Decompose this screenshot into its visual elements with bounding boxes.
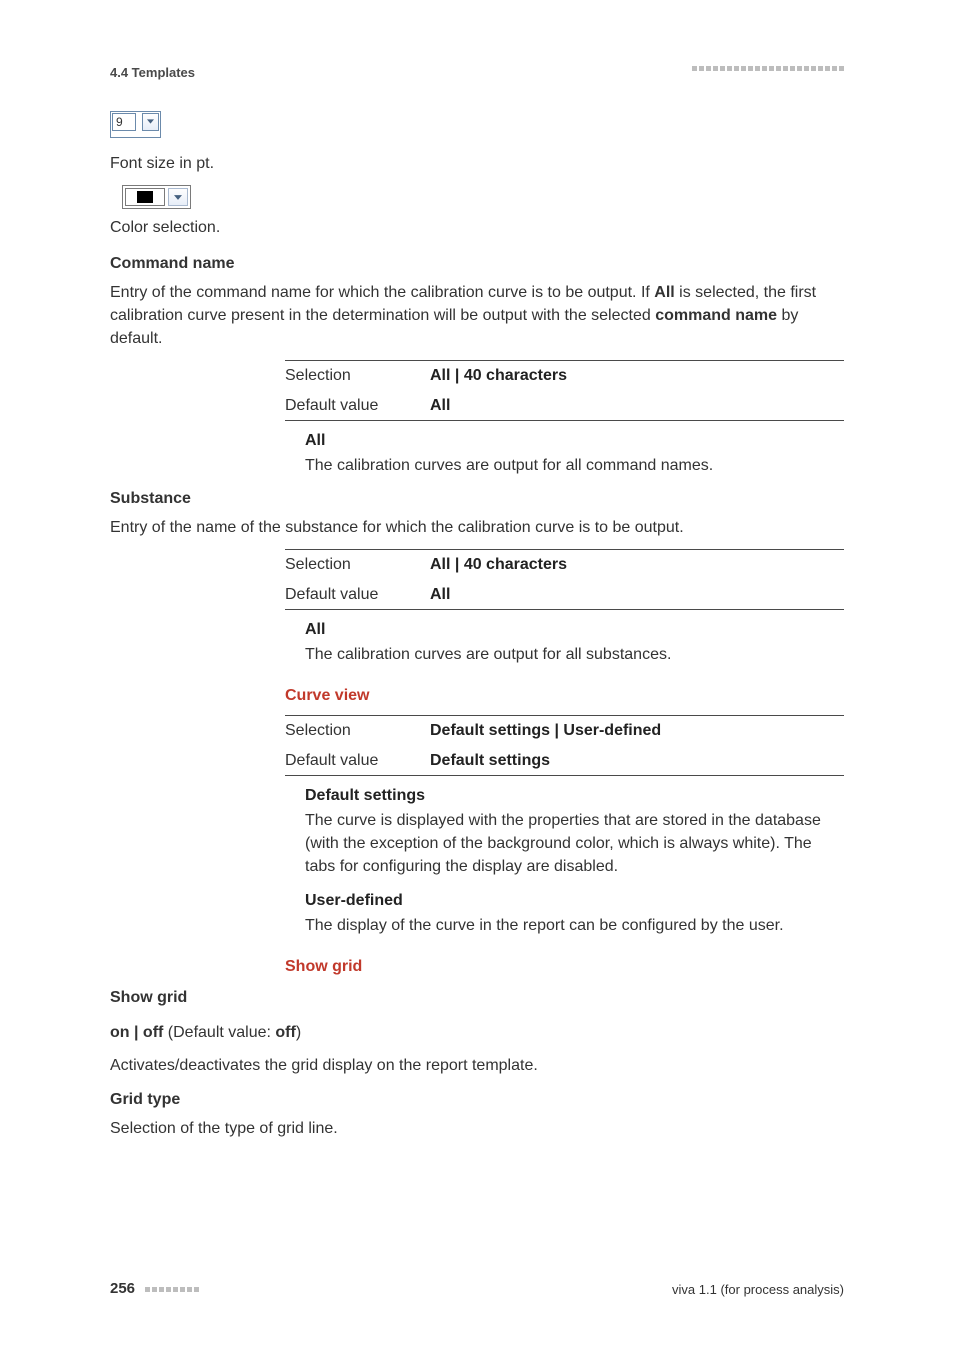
show-grid-heading: Show grid	[110, 986, 285, 1009]
grid-type-description: Selection of the type of grid line.	[110, 1117, 844, 1140]
header-section-title: 4.4 Templates	[110, 65, 195, 80]
substance-heading: Substance	[110, 487, 285, 510]
sub-term: User-defined	[305, 889, 844, 912]
show-grid-description: Activates/deactivates the grid display o…	[110, 1054, 844, 1077]
font-size-selector[interactable]	[110, 111, 161, 138]
substance-section: Substance	[110, 487, 844, 510]
text-bold: on | off	[110, 1024, 163, 1041]
sub-term: All	[305, 618, 844, 641]
grid-type-field: Grid type	[110, 1088, 844, 1111]
page-number: 256	[110, 1280, 135, 1297]
table-value: Default settings | User-defined	[430, 716, 844, 746]
command-name-sub: All The calibration curves are output fo…	[305, 429, 844, 477]
sub-desc: The calibration curves are output for al…	[305, 643, 844, 666]
font-size-caption: Font size in pt.	[110, 152, 844, 175]
color-swatch-button[interactable]	[125, 188, 165, 206]
command-name-value-table: Selection All | 40 characters Default va…	[285, 360, 844, 477]
substance-value-table: Selection All | 40 characters Default va…	[285, 549, 844, 666]
show-grid-section-heading: Show grid	[285, 955, 844, 978]
sub-term: All	[305, 429, 844, 452]
curve-view-section: Curve view Selection Default settings | …	[285, 684, 844, 978]
table-label: Default value	[285, 580, 430, 610]
chevron-down-icon	[147, 119, 154, 124]
sub-term: Default settings	[305, 784, 844, 807]
color-caption: Color selection.	[110, 216, 844, 239]
font-size-input[interactable]	[112, 113, 136, 131]
text-bold: off	[275, 1024, 295, 1041]
footer-ornament	[145, 1287, 199, 1292]
curve-view-heading: Curve view	[285, 684, 844, 707]
show-grid-value: on | off (Default value: off)	[110, 1021, 844, 1044]
table-label: Default value	[285, 391, 430, 421]
command-name-section: Command name	[110, 252, 844, 275]
curve-view-subs: Default settings The curve is displayed …	[305, 784, 844, 937]
running-header: 4.4 Templates	[110, 64, 844, 83]
color-swatch-icon	[137, 191, 153, 203]
color-selector[interactable]	[122, 185, 191, 209]
text-fragment: (Default value:	[163, 1024, 275, 1041]
table-label: Default value	[285, 746, 430, 776]
table-value: All	[430, 580, 844, 610]
text-bold: All	[654, 284, 674, 301]
page-footer: 256 viva 1.1 (for process analysis)	[110, 1278, 844, 1300]
text-fragment: Entry of the command name for which the …	[110, 284, 654, 301]
font-size-dropdown-button[interactable]	[142, 113, 159, 131]
sub-desc: The display of the curve in the report c…	[305, 914, 844, 937]
page: 4.4 Templates Font size in pt.	[0, 0, 954, 1350]
command-name-heading: Command name	[110, 252, 285, 275]
font-size-row	[110, 111, 844, 146]
header-ornament	[692, 66, 844, 71]
substance-description: Entry of the name of the substance for w…	[110, 516, 844, 539]
table-value: All | 40 characters	[430, 550, 844, 580]
table-value: All | 40 characters	[430, 361, 844, 391]
grid-type-heading: Grid type	[110, 1088, 285, 1111]
table-label: Selection	[285, 361, 430, 391]
footer-product: viva 1.1 (for process analysis)	[672, 1281, 844, 1300]
substance-sub: All The calibration curves are output fo…	[305, 618, 844, 666]
table-label: Selection	[285, 550, 430, 580]
table-label: Selection	[285, 716, 430, 746]
color-row	[110, 185, 844, 210]
color-dropdown-button[interactable]	[168, 188, 188, 206]
command-name-description: Entry of the command name for which the …	[110, 281, 844, 351]
table-value: Default settings	[430, 746, 844, 776]
sub-desc: The curve is displayed with the properti…	[305, 809, 844, 879]
text-fragment: )	[296, 1024, 301, 1041]
text-bold: command name	[655, 307, 777, 324]
table-value: All	[430, 391, 844, 421]
chevron-down-icon	[174, 195, 182, 200]
sub-desc: The calibration curves are output for al…	[305, 454, 844, 477]
show-grid-field: Show grid	[110, 986, 844, 1009]
